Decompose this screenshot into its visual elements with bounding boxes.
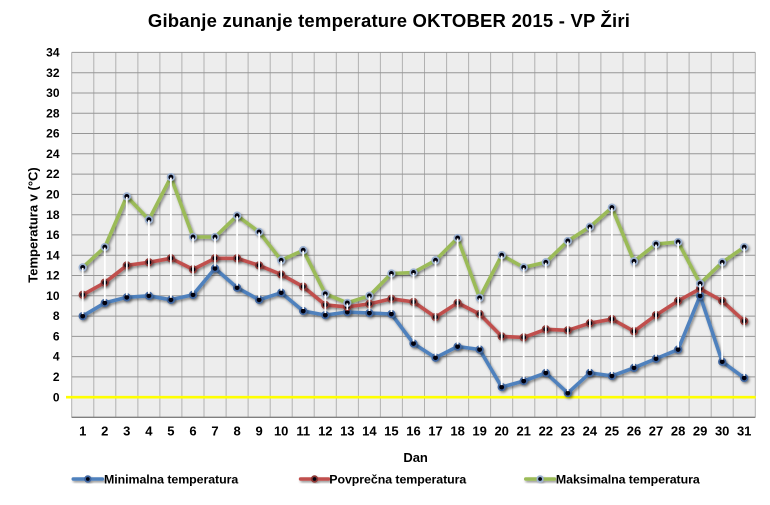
svg-text:10: 10 xyxy=(46,289,60,303)
svg-text:16: 16 xyxy=(406,423,420,438)
svg-text:20: 20 xyxy=(494,423,508,438)
svg-text:18: 18 xyxy=(450,423,464,438)
svg-text:30: 30 xyxy=(46,86,60,100)
svg-text:31: 31 xyxy=(737,423,751,438)
svg-text:25: 25 xyxy=(605,423,619,438)
svg-text:14: 14 xyxy=(46,248,60,262)
svg-text:28: 28 xyxy=(46,106,60,120)
svg-text:26: 26 xyxy=(46,127,60,141)
svg-text:24: 24 xyxy=(46,147,60,161)
svg-text:26: 26 xyxy=(627,423,641,438)
svg-text:1: 1 xyxy=(79,423,86,438)
svg-text:Temperatura v (°C): Temperatura v (°C) xyxy=(26,167,41,282)
svg-text:12: 12 xyxy=(318,423,332,438)
svg-text:6: 6 xyxy=(189,423,196,438)
svg-text:21: 21 xyxy=(516,423,530,438)
svg-text:14: 14 xyxy=(362,423,377,438)
svg-text:2: 2 xyxy=(53,370,60,384)
svg-text:4: 4 xyxy=(53,350,60,364)
svg-text:17: 17 xyxy=(428,423,442,438)
svg-text:28: 28 xyxy=(671,423,685,438)
svg-text:Gibanje zunanje temperature OK: Gibanje zunanje temperature OKTOBER 2015… xyxy=(148,10,630,31)
svg-text:Minimalna temperatura: Minimalna temperatura xyxy=(104,473,238,487)
svg-text:32: 32 xyxy=(46,66,60,80)
svg-text:Dan: Dan xyxy=(403,450,428,465)
svg-text:Maksimalna temperatura: Maksimalna temperatura xyxy=(556,473,700,487)
svg-text:8: 8 xyxy=(53,309,60,323)
svg-text:6: 6 xyxy=(53,330,60,344)
svg-text:0: 0 xyxy=(53,390,60,404)
svg-text:24: 24 xyxy=(583,423,598,438)
svg-text:27: 27 xyxy=(649,423,663,438)
svg-text:22: 22 xyxy=(46,167,60,181)
svg-text:8: 8 xyxy=(233,423,240,438)
svg-text:20: 20 xyxy=(46,188,60,202)
svg-text:22: 22 xyxy=(539,423,553,438)
svg-text:12: 12 xyxy=(46,269,60,283)
svg-text:3: 3 xyxy=(123,423,130,438)
svg-text:4: 4 xyxy=(145,423,153,438)
svg-text:Povprečna temperatura: Povprečna temperatura xyxy=(329,473,466,487)
svg-text:29: 29 xyxy=(693,423,707,438)
svg-text:2: 2 xyxy=(101,423,108,438)
svg-text:18: 18 xyxy=(46,208,60,222)
svg-text:9: 9 xyxy=(255,423,262,438)
svg-text:34: 34 xyxy=(46,46,60,60)
svg-text:23: 23 xyxy=(561,423,575,438)
svg-text:19: 19 xyxy=(472,423,486,438)
svg-text:5: 5 xyxy=(167,423,174,438)
svg-text:15: 15 xyxy=(384,423,398,438)
svg-text:30: 30 xyxy=(715,423,729,438)
svg-text:11: 11 xyxy=(296,423,310,438)
svg-text:16: 16 xyxy=(46,228,60,242)
svg-text:13: 13 xyxy=(340,423,354,438)
svg-text:7: 7 xyxy=(211,423,218,438)
svg-text:10: 10 xyxy=(274,423,288,438)
